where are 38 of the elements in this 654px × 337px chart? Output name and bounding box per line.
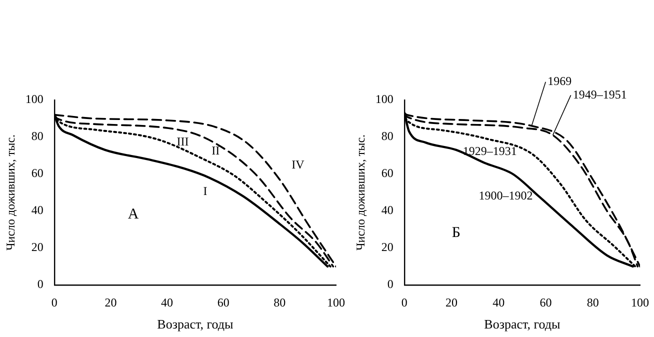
annotation: А — [128, 206, 139, 223]
text: 1949–1951 — [572, 87, 627, 102]
y-tick-label: 40 — [381, 203, 394, 218]
annotation: Б — [452, 225, 461, 242]
x-tick-label: 80 — [586, 295, 599, 310]
y-tick-label: 20 — [31, 240, 44, 254]
y-tick-label: 80 — [381, 129, 394, 144]
x-tick-label: 20 — [104, 295, 117, 310]
series-label: I — [203, 184, 208, 198]
y-tick-label: 100 — [375, 92, 394, 106]
y-tick-label: 0 — [37, 277, 44, 292]
y-tick-label: 100 — [25, 92, 44, 106]
y-tick-label: 60 — [31, 166, 44, 180]
y-axis-title: Число доживших, тыс. — [353, 134, 368, 251]
y-tick-label: 0 — [387, 277, 394, 292]
x-tick-label: 80 — [274, 295, 286, 310]
y-tick-label: 40 — [31, 203, 44, 218]
x-tick-label: 0 — [51, 295, 58, 310]
series-label: III — [176, 134, 189, 149]
series-label: II — [212, 143, 220, 158]
text: 1969 — [548, 74, 572, 88]
x-tick-label: 100 — [631, 295, 649, 310]
y-tick-label: 20 — [381, 240, 394, 254]
y-tick-label: 60 — [381, 166, 394, 180]
x-tick-label: 100 — [327, 295, 345, 310]
series-label: IV — [292, 158, 305, 172]
x-tick-label: 40 — [161, 295, 174, 310]
series-label: 1900–1902 — [478, 188, 533, 202]
x-tick-label: 20 — [446, 295, 458, 310]
x-axis-title: Возраст, годы — [157, 316, 234, 332]
series-label: 1929–1931 — [462, 144, 517, 158]
y-axis-title: Число доживших, тыс. — [3, 134, 18, 251]
x-tick-label: 40 — [492, 295, 505, 310]
x-tick-label: 0 — [401, 295, 408, 310]
x-axis-title: Возраст, годы — [484, 316, 560, 332]
y-tick-label: 80 — [31, 129, 44, 144]
x-tick-label: 60 — [540, 295, 552, 310]
x-tick-label: 60 — [217, 295, 230, 310]
